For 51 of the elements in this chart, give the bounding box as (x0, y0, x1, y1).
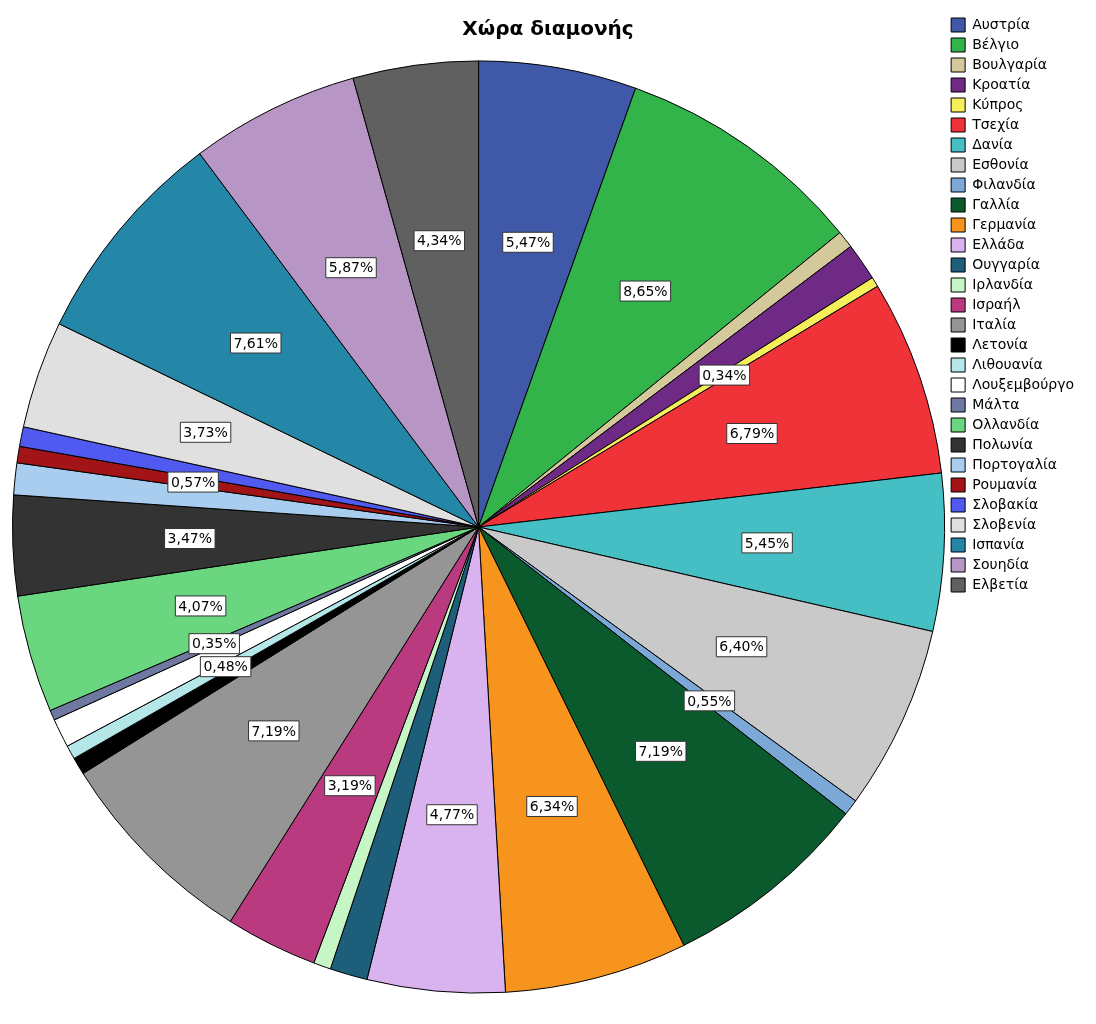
data-label: 0,55% (687, 692, 732, 709)
legend-label: Σλοβενία (972, 515, 1037, 532)
legend-label: Μάλτα (972, 395, 1020, 412)
data-label: 5,47% (505, 233, 551, 250)
data-label: 8,65% (623, 282, 668, 299)
data-label: 6,40% (719, 638, 764, 655)
legend-label: Ιρλανδία (972, 275, 1034, 292)
legend-label: Φιλανδία (972, 175, 1036, 192)
legend-label: Κροατία (972, 75, 1031, 92)
legend-label: Τσεχία (971, 115, 1020, 132)
legend-label: Εσθονία (972, 155, 1029, 172)
legend-label: Αυστρία (972, 15, 1030, 32)
legend-label: Σουηδία (972, 555, 1030, 572)
legend-label: Βουλγαρία (972, 55, 1048, 72)
legend-label: Ιταλία (972, 315, 1017, 332)
legend-label: Βέλγιο (972, 35, 1020, 52)
legend-label: Σλοβακία (972, 495, 1039, 512)
data-label: 4,34% (417, 232, 462, 249)
legend-label: Ισπανία (972, 535, 1025, 552)
data-label: 6,79% (729, 425, 775, 442)
chart-title: Χώρα διαμονής (462, 16, 634, 41)
legend-label: Ρουμανία (972, 475, 1038, 492)
data-label: 3,73% (183, 423, 228, 440)
data-label: 3,19% (327, 777, 373, 794)
data-label: 7,61% (233, 334, 278, 351)
data-label: 0,35% (191, 635, 237, 652)
data-label: 5,87% (328, 259, 374, 276)
legend-label: Πορτογαλία (972, 455, 1057, 472)
legend-label: Δανία (972, 135, 1013, 152)
data-label: 0,34% (702, 366, 747, 383)
legend-label: Λιθουανία (972, 355, 1043, 372)
legend-label: Πολωνία (972, 435, 1034, 452)
data-label: 0,48% (203, 658, 248, 675)
legend-label: Λουξεμβούργο (972, 375, 1075, 392)
data-label: 6,34% (529, 798, 575, 815)
data-label: 4,77% (429, 806, 475, 823)
legend-label: Ολλανδία (972, 415, 1040, 432)
legend-label: Ελβετία (972, 575, 1029, 592)
data-label: 7,19% (251, 722, 297, 739)
legend-label: Λετονία (972, 335, 1029, 352)
data-label: 7,19% (638, 742, 683, 759)
legend-label: Γερμανία (972, 215, 1037, 232)
legend-label: Κύπρος (972, 95, 1024, 112)
legend-label: Γαλλία (972, 195, 1020, 212)
legend-label: Ισραήλ (972, 295, 1021, 312)
data-label: 0,57% (170, 473, 216, 490)
data-label: 3,47% (167, 530, 213, 547)
data-label: 4,07% (178, 597, 223, 614)
legend-label: Ουγγαρία (972, 255, 1040, 272)
legend-label: Ελλάδα (972, 235, 1025, 252)
data-label: 5,45% (744, 534, 790, 551)
